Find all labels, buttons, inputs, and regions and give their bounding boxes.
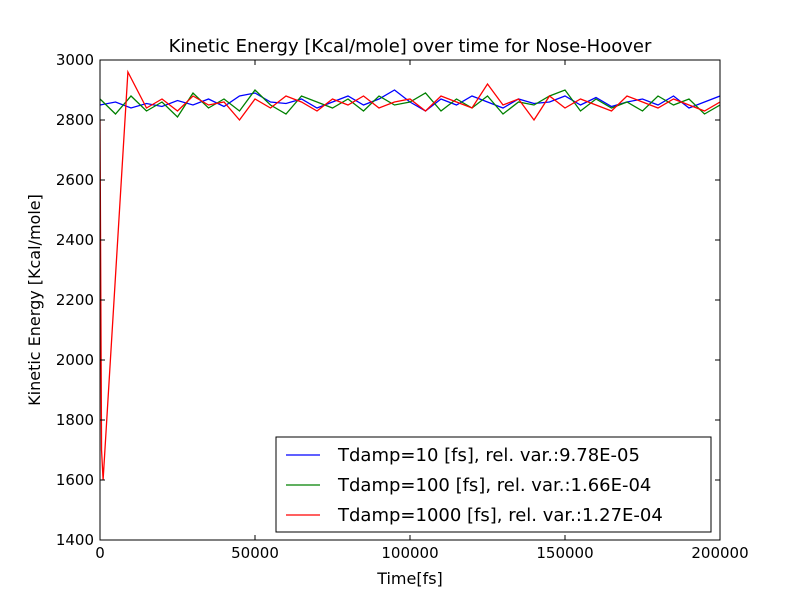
- legend-entry-label: Tdamp=100 [fs], rel. var.:1.66E-04: [337, 475, 651, 496]
- chart-title: Kinetic Energy [Kcal/mole] over time for…: [169, 36, 652, 57]
- legend-entry-label: Tdamp=1000 [fs], rel. var.:1.27E-04: [337, 505, 663, 526]
- legend-entry-label: Tdamp=10 [fs], rel. var.:9.78E-05: [337, 445, 640, 466]
- series-line-2: [100, 89, 720, 119]
- y-tick-label: 2200: [56, 291, 94, 309]
- legend: Tdamp=10 [fs], rel. var.:9.78E-05 Tdamp=1…: [275, 436, 712, 533]
- y-tick-label: 1600: [56, 471, 94, 489]
- x-tick-label: 100000: [381, 544, 438, 562]
- y-tick-label: 3000: [56, 51, 94, 69]
- y-tick-label: 2600: [56, 171, 94, 189]
- y-tick-label: 1800: [56, 411, 94, 429]
- legend-box: [275, 436, 712, 533]
- x-tick-label: 150000: [536, 544, 593, 562]
- x-axis-label: Time[fs]: [376, 569, 443, 588]
- y-tick-label: 2000: [56, 351, 94, 369]
- series-layer: [100, 69, 720, 481]
- x-tick-label: 200000: [691, 544, 748, 562]
- y-tick-label: 1400: [56, 531, 94, 549]
- y-tick-label: 2400: [56, 231, 94, 249]
- x-tick-label: 0: [95, 544, 105, 562]
- series-line-3: [100, 69, 720, 481]
- ticks-layer: 0 50000 100000 150000 200000 1400 1600 1800 2000…: [56, 51, 749, 562]
- y-tick-label: 2800: [56, 111, 94, 129]
- y-axis-label: Kinetic Energy [Kcal/mole]: [25, 194, 44, 406]
- x-tick-label: 50000: [231, 544, 279, 562]
